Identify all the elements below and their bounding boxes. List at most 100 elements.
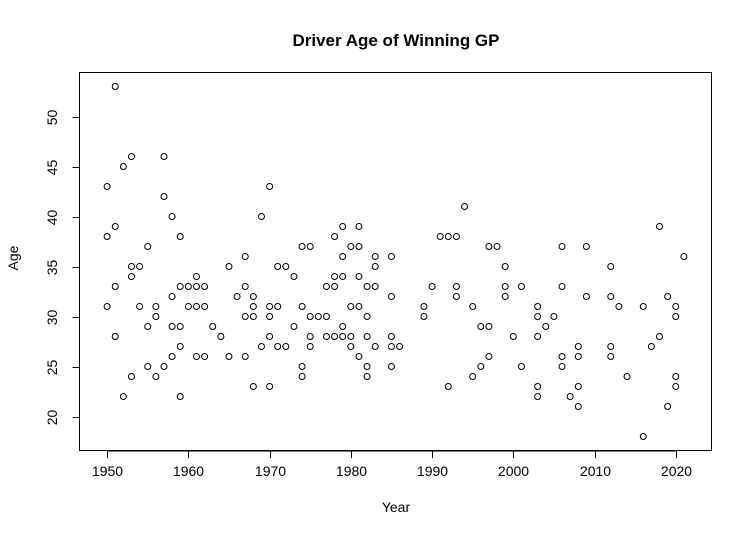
data-point	[136, 303, 144, 310]
data-point	[452, 283, 460, 290]
y-tick-label: 20	[44, 410, 60, 426]
data-point	[371, 283, 379, 290]
data-point	[298, 373, 306, 380]
data-point	[485, 243, 493, 250]
data-point	[306, 313, 314, 320]
data-point	[111, 83, 119, 90]
chart-title: Driver Age of Winning GP	[292, 31, 499, 50]
data-point	[274, 263, 282, 270]
x-tick-label: 1990	[417, 463, 448, 479]
data-point	[444, 383, 452, 390]
data-point	[160, 363, 168, 370]
data-point	[420, 303, 428, 310]
data-point	[355, 223, 363, 230]
data-point	[444, 233, 452, 240]
data-point	[558, 283, 566, 290]
data-point	[347, 343, 355, 350]
data-point	[119, 163, 127, 170]
data-point	[534, 303, 542, 310]
data-point	[664, 293, 672, 300]
data-point	[298, 363, 306, 370]
data-point	[241, 313, 249, 320]
y-axis-label: Age	[5, 245, 21, 270]
data-point	[176, 393, 184, 400]
x-tick-label: 2000	[498, 463, 529, 479]
x-tick-label: 1970	[255, 463, 286, 479]
data-point	[331, 333, 339, 340]
data-point	[257, 213, 265, 220]
data-point	[656, 223, 664, 230]
data-point	[306, 333, 314, 340]
data-point	[103, 183, 111, 190]
data-point	[558, 353, 566, 360]
data-point	[363, 373, 371, 380]
data-point	[428, 283, 436, 290]
data-point	[152, 313, 160, 320]
data-point	[192, 273, 200, 280]
data-point	[168, 213, 176, 220]
data-point	[517, 283, 525, 290]
data-point	[298, 303, 306, 310]
data-point	[582, 243, 590, 250]
data-point	[501, 293, 509, 300]
data-point	[477, 323, 485, 330]
data-point	[144, 323, 152, 330]
data-point	[209, 323, 217, 330]
y-tick-label: 40	[44, 210, 60, 226]
data-point	[331, 233, 339, 240]
data-point	[558, 363, 566, 370]
data-point	[485, 323, 493, 330]
data-point	[615, 303, 623, 310]
data-point	[363, 333, 371, 340]
data-point	[241, 283, 249, 290]
data-point	[672, 383, 680, 390]
data-point	[680, 253, 688, 260]
data-point	[469, 303, 477, 310]
data-point	[501, 283, 509, 290]
data-point	[672, 303, 680, 310]
data-point	[119, 393, 127, 400]
data-point	[144, 243, 152, 250]
data-point	[266, 383, 274, 390]
data-point	[217, 333, 225, 340]
data-point	[322, 283, 330, 290]
data-point	[322, 333, 330, 340]
data-point	[201, 353, 209, 360]
data-point	[176, 283, 184, 290]
data-point	[387, 253, 395, 260]
data-point	[607, 343, 615, 350]
data-point	[282, 343, 290, 350]
data-point	[387, 343, 395, 350]
data-point	[266, 333, 274, 340]
data-point	[355, 243, 363, 250]
x-tick-label: 2010	[580, 463, 611, 479]
data-point	[623, 373, 631, 380]
data-point	[582, 293, 590, 300]
data-point	[314, 313, 322, 320]
data-point	[249, 303, 257, 310]
data-point	[168, 293, 176, 300]
data-point	[160, 153, 168, 160]
data-point	[192, 303, 200, 310]
data-point	[436, 233, 444, 240]
data-point	[550, 313, 558, 320]
data-point	[176, 323, 184, 330]
data-point	[363, 363, 371, 370]
x-tick-label: 1950	[92, 463, 123, 479]
data-point	[639, 303, 647, 310]
data-point	[534, 383, 542, 390]
data-point	[290, 323, 298, 330]
data-point	[111, 223, 119, 230]
data-point	[485, 353, 493, 360]
data-point	[355, 353, 363, 360]
data-point	[266, 183, 274, 190]
y-tick-label: 50	[44, 110, 60, 126]
data-point	[225, 263, 233, 270]
data-point	[103, 303, 111, 310]
data-point	[233, 293, 241, 300]
data-point	[607, 263, 615, 270]
data-point	[160, 193, 168, 200]
data-point	[127, 273, 135, 280]
data-point	[339, 333, 347, 340]
data-point	[168, 353, 176, 360]
